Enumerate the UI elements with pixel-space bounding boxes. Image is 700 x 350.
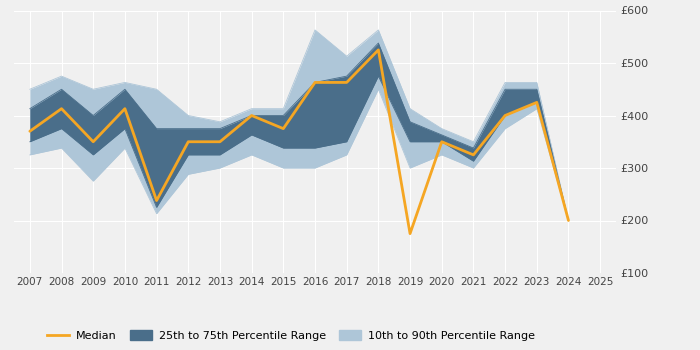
Legend: Median, 25th to 75th Percentile Range, 10th to 90th Percentile Range: Median, 25th to 75th Percentile Range, 1… [43,326,540,345]
